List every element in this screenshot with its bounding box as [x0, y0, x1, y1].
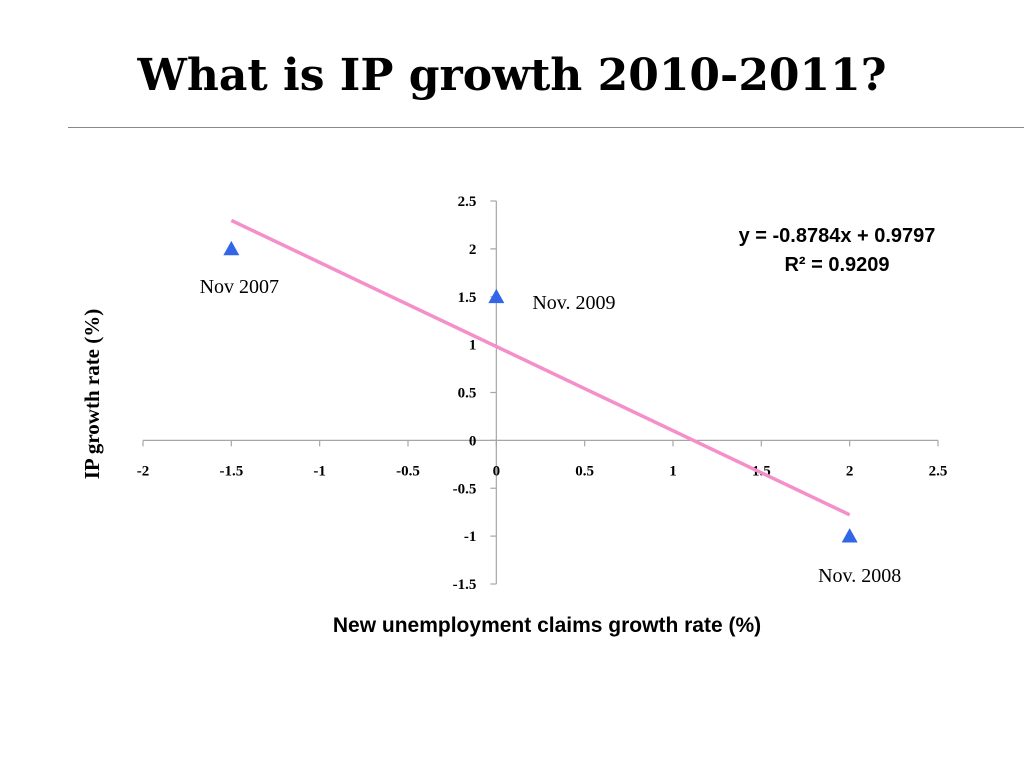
page-title: What is IP growth 2010-2011? [137, 50, 887, 101]
title-divider [68, 127, 1024, 128]
y-tick-label: 0.5 [458, 386, 477, 402]
x-tick-label: 2 [846, 463, 854, 479]
x-tick-label: 1 [669, 463, 677, 479]
x-tick-label: -0.5 [396, 463, 420, 479]
data-point-label: Nov. 2009 [532, 292, 615, 314]
point-labels: Nov 2007 Nov. 2009 Nov. 2008 [200, 276, 902, 587]
trendline-equation: y = -0.8784x + 0.9797 [739, 225, 936, 247]
x-tick-label: -2 [137, 463, 150, 479]
y-tick-label: -0.5 [453, 481, 477, 497]
trendline-r-squared: R² = 0.9209 [784, 254, 889, 276]
x-tick-label: 0.5 [575, 463, 594, 479]
y-tick-label: 0 [469, 433, 477, 449]
data-point-marker [223, 240, 240, 256]
data-point-marker [841, 528, 858, 543]
data-point-label: Nov. 2008 [818, 565, 901, 587]
trendline [230, 218, 851, 517]
y-tick-label: -1 [464, 529, 477, 545]
y-tick-label: -1.5 [453, 577, 477, 593]
y-tick-label: 2 [469, 242, 477, 258]
y-tick-label: 2.5 [458, 194, 477, 210]
trendline-group [230, 218, 851, 517]
x-tick-label: -1.5 [219, 463, 243, 479]
x-tick-label: 2.5 [929, 463, 948, 479]
y-axis-label: IP growth rate (%) [80, 309, 104, 480]
data-point-marker [488, 288, 505, 304]
y-tick-label: 1 [469, 338, 477, 354]
chart-ticks: -2-1.5-1-0.500.511.522.5-1.5-1-0.500.511… [137, 194, 948, 593]
data-points [223, 240, 858, 543]
x-tick-label: 0 [493, 463, 501, 479]
y-tick-label: 1.5 [458, 290, 477, 306]
x-tick-label: -1 [313, 463, 326, 479]
data-point-label: Nov 2007 [200, 276, 279, 298]
x-axis-label: New unemployment claims growth rate (%) [333, 614, 761, 637]
